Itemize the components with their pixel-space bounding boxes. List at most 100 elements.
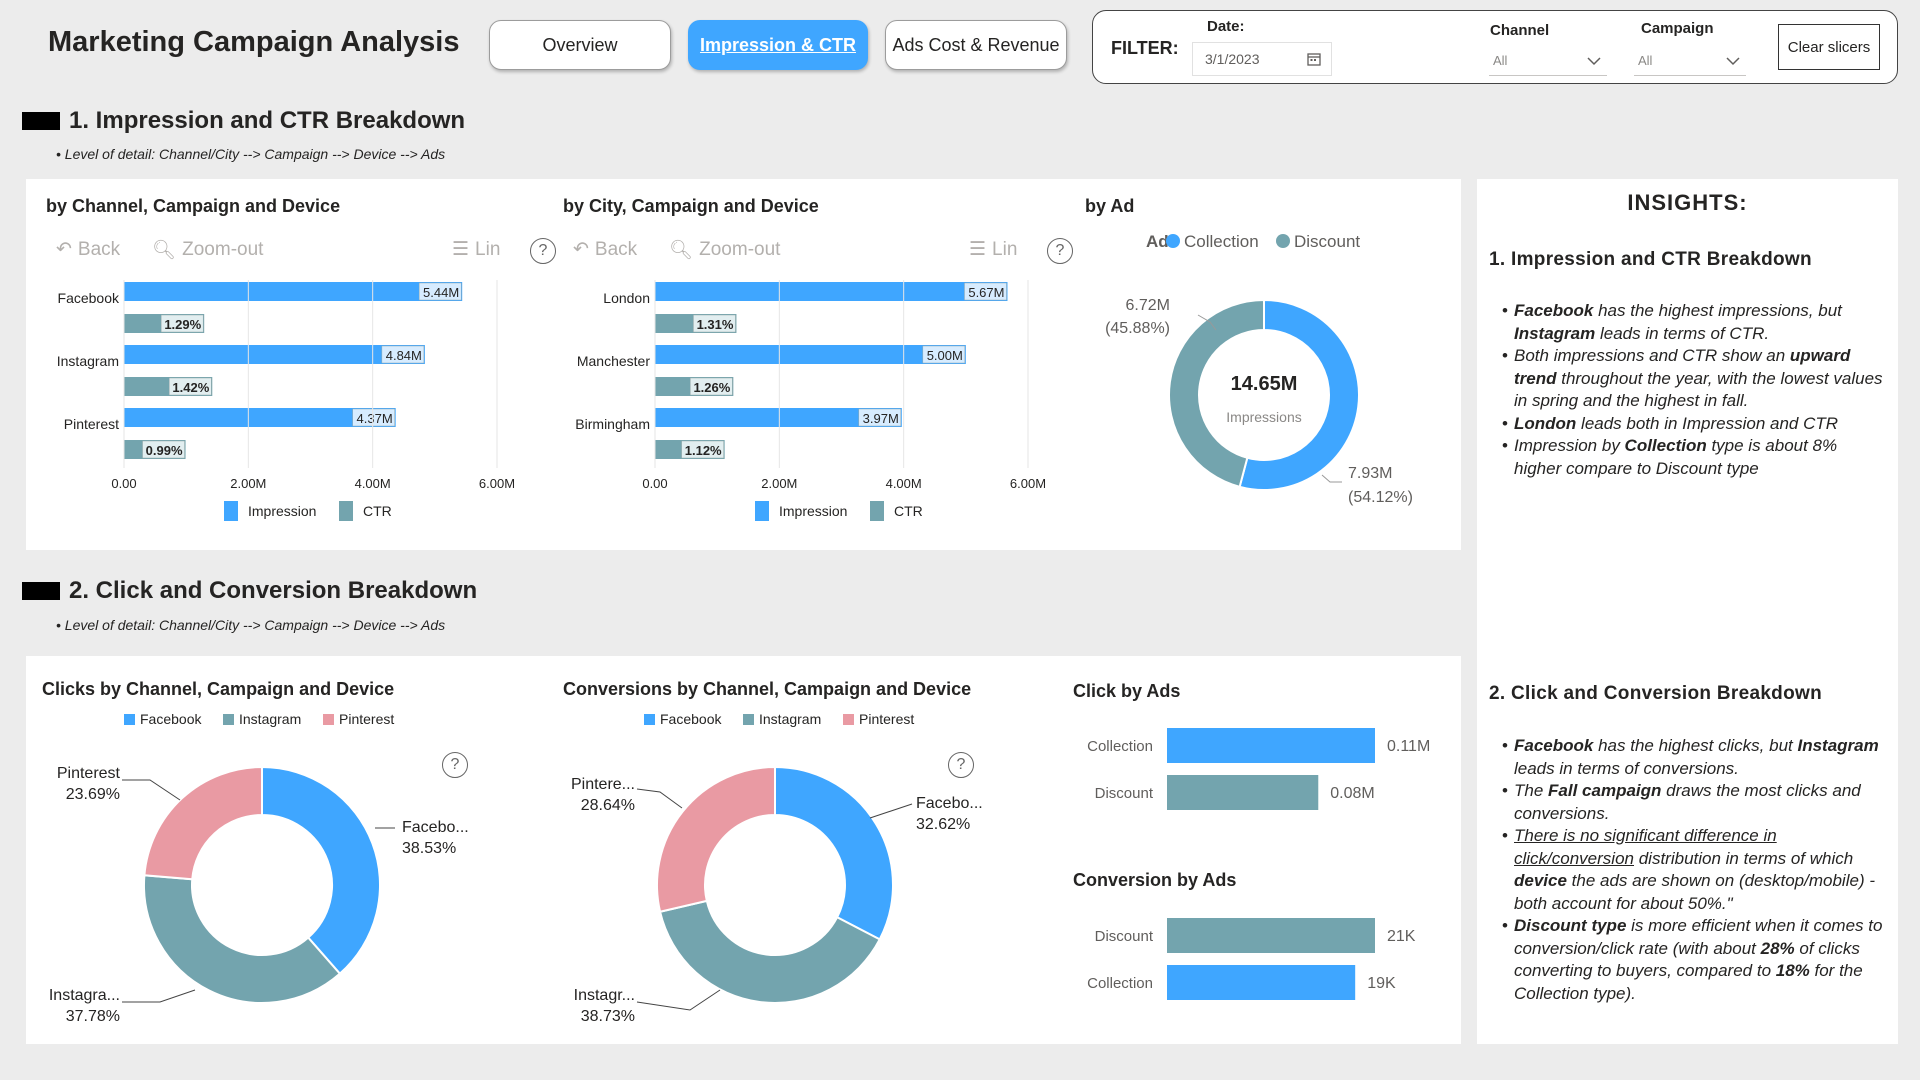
page-title: Marketing Campaign Analysis — [48, 26, 460, 58]
help-icon[interactable]: ? — [1047, 238, 1073, 264]
list-icon: ☰ — [969, 239, 987, 260]
zoom-out-icon: 🔍︎ — [152, 240, 177, 261]
percent-label: 37.78% — [66, 1008, 120, 1025]
data-label: 5.44M — [423, 285, 459, 300]
slice-label: Instagra... — [49, 987, 120, 1004]
legend-label: Collection — [1184, 232, 1259, 251]
nav-impression-ctr-button[interactable]: Impression & CTR — [688, 20, 868, 70]
slice-label: Pintere... — [571, 776, 635, 793]
bar — [1167, 918, 1375, 953]
insight-item: London leads both in Impression and CTR — [1502, 413, 1888, 436]
date-value: 3/1/2023 — [1205, 51, 1260, 67]
filter-label: FILTER: — [1111, 38, 1179, 58]
data-label-bg — [690, 377, 733, 396]
slice-label: Facebo... — [402, 819, 469, 836]
insights-s1-title: 1. Impression and CTR Breakdown — [1489, 249, 1812, 270]
zoom-out-button[interactable]: 🔍︎ Zoom-out — [669, 239, 781, 261]
legend-swatch — [124, 714, 135, 725]
legend-swatch — [644, 714, 655, 725]
conversions-by-channel-donut: Facebook Instagram Pinterest Facebo... 32.62… — [571, 711, 983, 1025]
click-by-ads-chart: Collection 0.11M Discount 0.08M — [1087, 728, 1430, 810]
bar — [1167, 775, 1319, 810]
data-label-bg — [160, 314, 204, 333]
nav-overview-button[interactable]: Overview — [489, 20, 671, 70]
impressions-by-ad-donut: Ad Collection Discount 14.65M Impressions 6.7… — [1105, 232, 1413, 506]
help-icon[interactable]: ? — [948, 752, 974, 778]
category-label: Manchester — [577, 353, 650, 369]
zoom-out-icon: 🔍︎ — [669, 240, 694, 261]
campaign-select[interactable]: All — [1634, 46, 1746, 76]
impression-bar — [124, 345, 425, 364]
leader-line — [636, 989, 721, 1011]
collection-slice — [1238, 298, 1360, 491]
clear-slicers-button[interactable]: Clear slicers — [1778, 24, 1880, 70]
calendar-icon — [1307, 53, 1321, 66]
zoom-out-button[interactable]: 🔍︎ Zoom-out — [152, 239, 264, 261]
leader-line — [869, 803, 913, 819]
chart5-title: Conversions by Channel, Campaign and Dev… — [563, 679, 972, 699]
legend-swatch — [743, 714, 754, 725]
facebook-slice — [261, 765, 381, 976]
nav-ads-cost-revenue-button[interactable]: Ads Cost & Revenue — [885, 20, 1067, 70]
chart7-title: Conversion by Ads — [1073, 870, 1237, 890]
data-label: 0.99% — [146, 443, 183, 458]
data-label: 0.11M — [1387, 738, 1430, 755]
data-label: 0.08M — [1330, 785, 1374, 802]
percent-label: (54.12%) — [1348, 489, 1413, 506]
chevron-down-icon — [1587, 57, 1601, 66]
section-marker — [22, 112, 60, 130]
legend-label: CTR — [363, 503, 392, 519]
back-button[interactable]: ↶ Back — [573, 238, 638, 261]
data-label: 5.00M — [927, 348, 963, 363]
category-label: Facebook — [58, 290, 120, 306]
back-button[interactable]: ↶ Back — [56, 238, 121, 261]
campaign-label: Campaign — [1641, 20, 1714, 37]
section-marker — [22, 582, 60, 600]
lin-button[interactable]: ☰ Lin — [452, 238, 501, 261]
insight-item: Impression by Collection type is about 8… — [1502, 435, 1888, 480]
value-label: 7.93M — [1348, 465, 1392, 482]
legend-label: Facebook — [140, 711, 202, 727]
legend-label: Impression — [248, 503, 316, 519]
lin-button[interactable]: ☰ Lin — [969, 238, 1018, 261]
center-value: 14.65M — [1231, 373, 1298, 395]
leader-line — [636, 788, 683, 809]
chart6-title: Click by Ads — [1073, 681, 1181, 701]
legend-swatch — [323, 714, 334, 725]
data-label: 5.67M — [968, 285, 1004, 300]
leader-line — [1197, 314, 1217, 331]
tick-label: 6.00M — [1010, 476, 1046, 491]
channel-select[interactable]: All — [1489, 46, 1607, 76]
tick-label: 6.00M — [479, 476, 515, 491]
conversion-by-ads-chart: Discount 21K Collection 19K — [1087, 918, 1416, 1000]
leader-line — [122, 779, 181, 801]
bar — [1167, 728, 1375, 763]
leader-line — [122, 989, 196, 1003]
insights-s2-list: Facebook has the highest clicks, but Ins… — [1502, 735, 1897, 1005]
data-label: 1.31% — [697, 317, 734, 332]
legend-label: Pinterest — [859, 711, 914, 727]
list-icon: ☰ — [452, 239, 470, 260]
category-label: Discount — [1095, 785, 1154, 802]
date-input[interactable]: 3/1/2023 — [1192, 42, 1332, 76]
data-label: 1.29% — [164, 317, 201, 332]
legend-label: Instagram — [759, 711, 821, 727]
back-arrow-icon: ↶ — [573, 239, 589, 260]
clicks-by-channel-donut: Facebook Instagram Pinterest Facebo... 38.53… — [49, 711, 469, 1025]
legend-label: Instagram — [239, 711, 301, 727]
percent-label: 38.73% — [581, 1008, 635, 1025]
data-label: 4.84M — [386, 348, 422, 363]
tick-label: 0.00 — [111, 476, 136, 491]
help-icon[interactable]: ? — [442, 752, 468, 778]
section2-title: 2. Click and Conversion Breakdown — [69, 577, 478, 604]
impressions-by-channel-chart: Facebook 5.44M 1.29% Instagram 4.84M 1.42% Pin… — [57, 280, 515, 521]
percent-label: 32.62% — [916, 816, 970, 833]
bar — [1167, 965, 1356, 1000]
tick-label: 2.00M — [230, 476, 266, 491]
help-icon[interactable]: ? — [530, 238, 556, 264]
slice-label: Pinterest — [57, 765, 121, 782]
data-label: 1.42% — [172, 380, 209, 395]
data-label-bg — [858, 408, 902, 427]
section1-note: • Level of detail: Channel/City --> Camp… — [56, 146, 446, 162]
date-label: Date: — [1207, 18, 1245, 35]
